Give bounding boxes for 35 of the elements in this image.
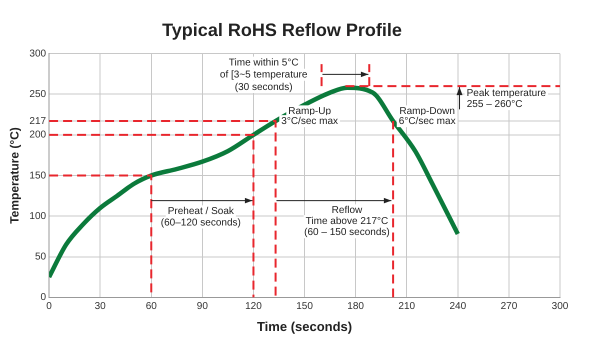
annotation: (60 – 150 seconds) (304, 227, 390, 238)
x-tick-label: 210 (398, 301, 416, 312)
y-tick-label: 50 (34, 252, 47, 263)
annotation: Ramp-Down (399, 106, 455, 118)
x-tick-label: 300 (552, 301, 569, 312)
annotation: Ramp-Up (288, 106, 332, 118)
y-tick-label: 150 (29, 170, 47, 182)
y-tick-label: 217 (29, 116, 47, 127)
annotation: (60–120 seconds) (160, 217, 241, 228)
x-tick-label: 270 (500, 301, 518, 312)
x-tick-label: 30 (94, 301, 106, 312)
x-axis-title: Time (seconds) (256, 318, 352, 334)
annotation: Time within 5°C (228, 57, 299, 68)
x-tick-label: 180 (347, 301, 364, 312)
y-tick-label: 300 (29, 48, 47, 60)
y-tick-label: 100 (29, 210, 47, 222)
annotation: 6°C/sec max (398, 116, 456, 127)
x-tick-label: 150 (296, 301, 314, 312)
annotation: 3°C/sec max (281, 116, 338, 127)
annotation: Peak temperature (466, 88, 547, 100)
y-tick-label: 250 (29, 88, 47, 100)
annotation: Preheat / Soak (168, 206, 235, 218)
annotation: of [3~5 temperature (220, 70, 308, 81)
y-tick-label: 0 (40, 292, 47, 304)
chart-title: Typical RoHS Reflow Profile (162, 20, 402, 40)
x-tick-label: 120 (245, 301, 262, 312)
y-axis-title: Temperature (°C) (8, 127, 22, 224)
x-tick-label: 90 (196, 301, 208, 312)
annotation: (30 seconds) (234, 82, 293, 93)
x-tick-label: 240 (449, 301, 467, 312)
y-tick-label: 200 (29, 130, 47, 141)
annotation: Time above 217°C (306, 216, 388, 227)
annotation: Reflow (332, 205, 364, 216)
annotation: 255 – 260°C (466, 98, 522, 110)
x-tick-label: 60 (146, 301, 158, 312)
